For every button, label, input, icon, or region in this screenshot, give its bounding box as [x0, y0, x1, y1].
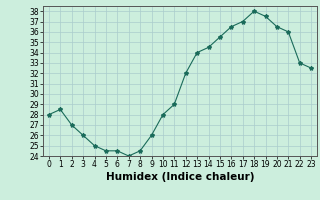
- X-axis label: Humidex (Indice chaleur): Humidex (Indice chaleur): [106, 172, 254, 182]
